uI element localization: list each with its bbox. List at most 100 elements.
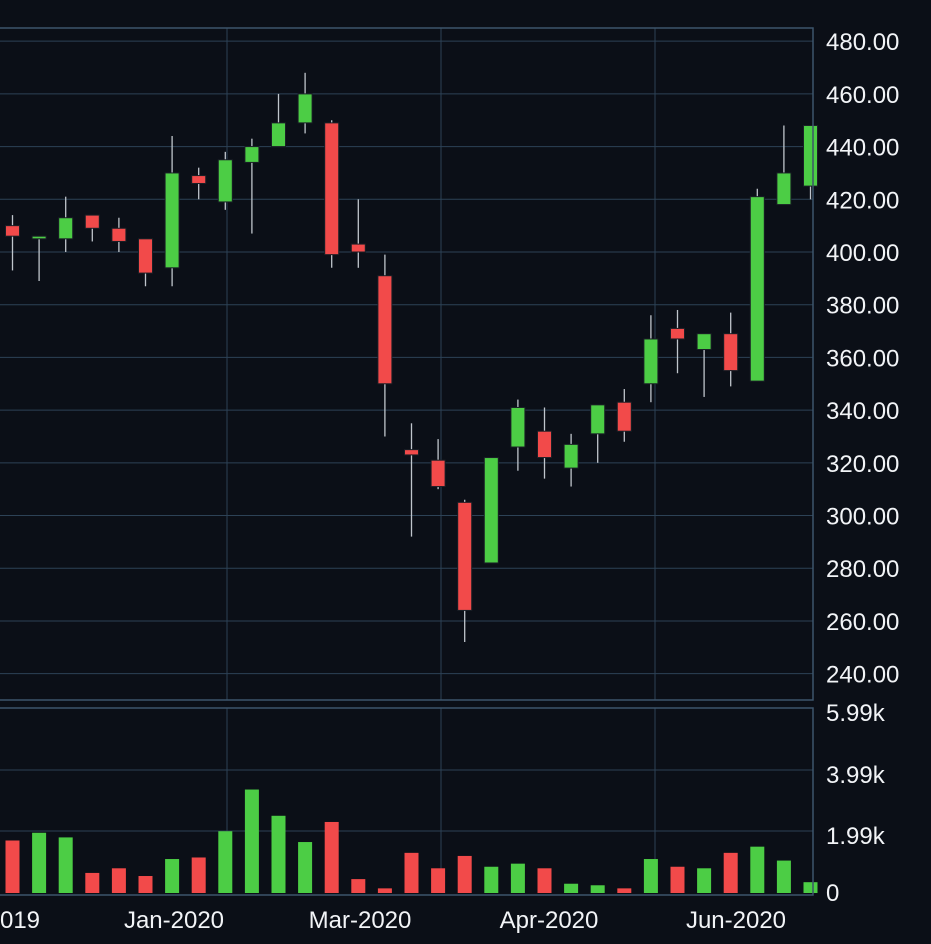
volume-bar bbox=[111, 868, 126, 893]
candle-body-up bbox=[483, 457, 499, 564]
price-tick-label: 460.00 bbox=[826, 82, 899, 109]
volume-bar bbox=[750, 846, 765, 893]
volume-bar bbox=[85, 872, 100, 893]
volume-bar bbox=[697, 868, 712, 893]
candle-body-up bbox=[271, 122, 286, 148]
volume-bar bbox=[564, 883, 579, 893]
candle-body-up bbox=[803, 125, 818, 187]
volume-bar bbox=[510, 863, 525, 893]
volume-bar bbox=[58, 837, 73, 893]
price-tick-label: 240.00 bbox=[826, 662, 899, 689]
candle bbox=[723, 312, 739, 387]
candle-body-down bbox=[377, 275, 393, 385]
volume-bar bbox=[457, 855, 472, 893]
x-axis-labels: 019 Jan-2020 Mar-2020 Apr-2020 Jun-2020 bbox=[0, 907, 786, 934]
candle-body-down bbox=[111, 227, 127, 242]
candle-body-up bbox=[164, 172, 180, 269]
candle-body-up bbox=[510, 406, 526, 448]
candle bbox=[776, 125, 792, 206]
candle-body-up bbox=[297, 93, 313, 124]
volume-tick-label: 1.99k bbox=[826, 823, 886, 850]
candle-body-down bbox=[430, 459, 446, 488]
x-tick-label: Jan-2020 bbox=[124, 907, 224, 934]
panel-borders bbox=[0, 27, 814, 896]
candle-body-down bbox=[670, 327, 685, 340]
candle-body-down bbox=[616, 401, 632, 432]
price-grid bbox=[0, 28, 813, 700]
volume-bar bbox=[617, 888, 632, 893]
volume-bar bbox=[776, 860, 791, 893]
volume-bar bbox=[5, 840, 20, 893]
candle bbox=[350, 199, 366, 268]
price-panel-border bbox=[0, 27, 814, 701]
price-tick-label: 280.00 bbox=[826, 556, 899, 583]
price-tick-label: 260.00 bbox=[826, 609, 899, 636]
price-tick-label: 360.00 bbox=[826, 345, 899, 372]
volume-bar bbox=[324, 821, 339, 893]
candle-body-down bbox=[5, 225, 20, 237]
volume-bar bbox=[723, 852, 738, 893]
volume-bar bbox=[803, 882, 818, 893]
candle bbox=[244, 138, 260, 234]
candle bbox=[457, 499, 473, 643]
x-tick-label: Mar-2020 bbox=[309, 907, 412, 934]
x-tick-label: Jun-2020 bbox=[686, 907, 786, 934]
candle bbox=[377, 254, 393, 437]
candle bbox=[537, 407, 552, 479]
candle bbox=[58, 196, 74, 252]
candle-body-up bbox=[749, 196, 765, 382]
candle bbox=[191, 167, 207, 200]
candle bbox=[138, 238, 153, 287]
candle-body-down bbox=[723, 333, 739, 372]
price-tick-label: 440.00 bbox=[826, 135, 899, 162]
volume-tick-label: 3.99k bbox=[826, 762, 886, 789]
volume-grid bbox=[0, 708, 813, 893]
candle-body-up bbox=[776, 172, 792, 206]
volume-tick-label: 0 bbox=[826, 880, 839, 907]
candle bbox=[84, 214, 100, 242]
volume-bar bbox=[191, 857, 206, 893]
candle bbox=[31, 235, 47, 281]
candle bbox=[510, 399, 526, 471]
volume-bar bbox=[138, 876, 153, 893]
candle bbox=[324, 120, 340, 268]
candle-body-up bbox=[643, 338, 659, 385]
volume-tick-label: 5.99k bbox=[826, 700, 886, 727]
candle-body-up bbox=[244, 146, 260, 163]
candle bbox=[563, 433, 579, 487]
volume-bar bbox=[351, 879, 366, 893]
volume-bar bbox=[537, 868, 552, 893]
candles-layer bbox=[5, 72, 818, 643]
candle-body-up bbox=[217, 159, 233, 203]
volume-bar bbox=[244, 789, 259, 893]
candle bbox=[483, 457, 499, 564]
candle-body-down bbox=[191, 175, 207, 184]
candle bbox=[590, 404, 606, 463]
candle bbox=[749, 188, 765, 382]
volume-bar bbox=[404, 852, 419, 893]
candle bbox=[430, 439, 446, 490]
candle bbox=[271, 93, 286, 148]
candle bbox=[404, 423, 419, 537]
price-tick-label: 400.00 bbox=[826, 240, 899, 267]
candle-body-down bbox=[324, 122, 340, 256]
candle bbox=[297, 72, 313, 134]
volume-bar bbox=[298, 842, 313, 893]
price-tick-label: 380.00 bbox=[826, 293, 899, 320]
volume-bar bbox=[431, 868, 446, 893]
candle bbox=[643, 315, 659, 403]
volume-panel-border bbox=[0, 707, 814, 896]
volume-bar bbox=[590, 885, 605, 893]
candle-body-up bbox=[696, 333, 712, 351]
candle bbox=[803, 125, 818, 200]
candle bbox=[616, 389, 632, 442]
price-tick-label: 420.00 bbox=[826, 187, 899, 214]
candle-body-down bbox=[138, 238, 153, 274]
price-axis-labels: 480.00 460.00 440.00 420.00 400.00 380.00 360.… bbox=[826, 29, 899, 688]
price-tick-label: 320.00 bbox=[826, 451, 899, 478]
candle-body-up bbox=[58, 217, 74, 240]
candle bbox=[217, 151, 233, 210]
